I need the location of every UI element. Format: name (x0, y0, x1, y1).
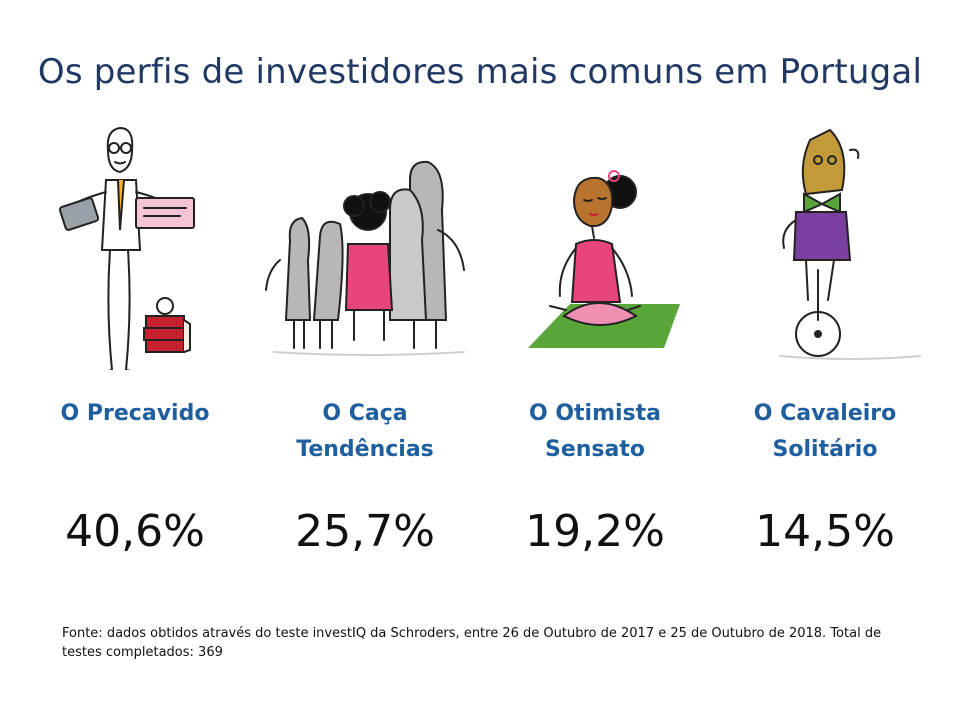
page-title: Os perfis de investidores mais comuns em… (37, 52, 923, 92)
profile-percent: 14,5% (755, 506, 895, 557)
profile-card-otimista-sensato: O Otimista Sensato 19,2% (480, 120, 710, 560)
cautious-man-icon (58, 126, 195, 370)
crowd-icon (265, 160, 465, 356)
profile-name: O Caça Tendências (296, 401, 434, 462)
source-note: Fonte: dados obtidos através do teste in… (62, 626, 882, 660)
profile-name: O Precavido (60, 401, 210, 426)
profile-percent: 25,7% (295, 506, 435, 557)
profile-name: O Otimista Sensato (528, 401, 662, 462)
profile-card-precavido: O Precavido 40,6% (20, 120, 250, 560)
profile-percent: 19,2% (525, 506, 665, 557)
profile-card-cavaleiro-solitario: O Cavaleiro Solitário 14,5% (710, 120, 940, 560)
profile-card-caca-tendencias: O Caça Tendências 25,7% (250, 120, 480, 560)
profile-percent: 40,6% (65, 506, 205, 557)
profile-name: O Cavaleiro Solitário (753, 401, 897, 462)
meditating-woman-icon (528, 170, 680, 348)
unicyclist-icon (779, 128, 921, 360)
